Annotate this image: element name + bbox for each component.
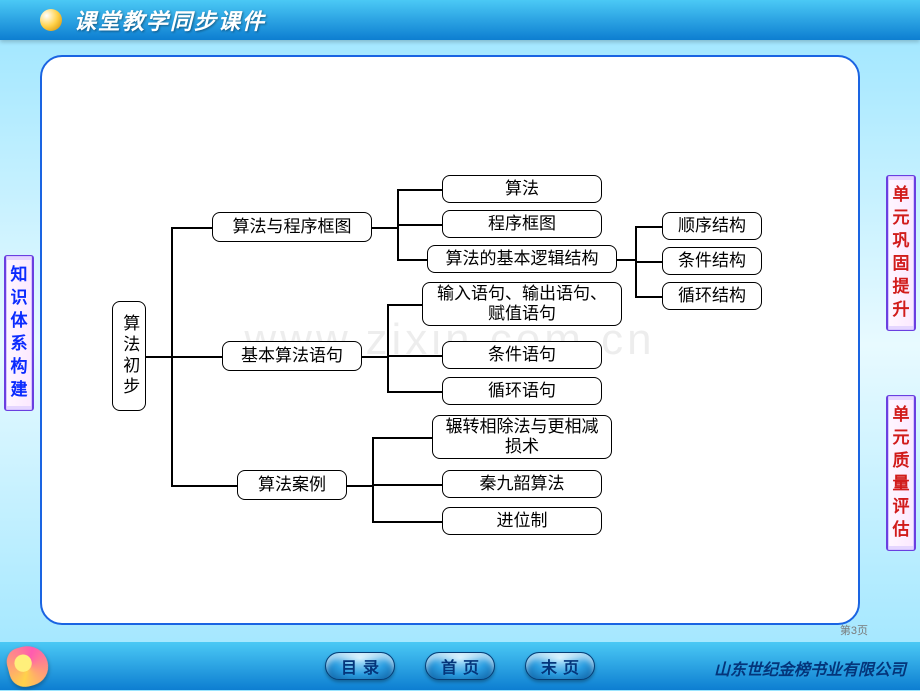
logo-icon bbox=[40, 9, 62, 31]
tree-node: 循环语句 bbox=[442, 377, 602, 405]
right-sidebar-label-2[interactable]: 单元质量评估 bbox=[886, 395, 916, 551]
tree-node: 顺序结构 bbox=[662, 212, 762, 240]
left-sidebar-label[interactable]: 知识体系构建 bbox=[4, 255, 34, 411]
nav-button-last[interactable]: 末页 bbox=[525, 652, 595, 680]
nav-button-toc[interactable]: 目录 bbox=[325, 652, 395, 680]
tree-node: 算法与程序框图 bbox=[212, 212, 372, 242]
tree-node: 秦九韶算法 bbox=[442, 470, 602, 498]
tree-node: 条件语句 bbox=[442, 341, 602, 369]
tree-diagram: 算法初步 算法与程序框图基本算法语句算法案例 算法程序框图算法的基本逻辑结构输入语句… bbox=[42, 57, 858, 623]
tree-node: 算法的基本逻辑结构 bbox=[427, 245, 617, 273]
tree-node: 算法 bbox=[442, 175, 602, 203]
footer-bar: 目录 首页 末页 山东世纪金榜书业有限公司 bbox=[0, 642, 920, 690]
tree-node: 循环结构 bbox=[662, 282, 762, 310]
page-number: 第3页 bbox=[840, 622, 868, 638]
tree-node: 进位制 bbox=[442, 507, 602, 535]
content-card: www.zixin.com.cn 算法初步算法与程序框图基本算法语句算法案例算法… bbox=[40, 55, 860, 625]
nav-button-home[interactable]: 首页 bbox=[425, 652, 495, 680]
tree-node: 基本算法语句 bbox=[222, 341, 362, 371]
header-title: 课堂教学同步课件 bbox=[74, 4, 266, 36]
tree-node: 算法初步 bbox=[112, 301, 146, 411]
header-title-text: 课堂教学同步课件 bbox=[74, 9, 266, 34]
company-name: 山东世纪金榜书业有限公司 bbox=[714, 656, 906, 680]
tree-node: 算法案例 bbox=[237, 470, 347, 500]
tree-node: 条件结构 bbox=[662, 247, 762, 275]
header-bar: 课堂教学同步课件 bbox=[0, 0, 920, 40]
swirl-icon bbox=[4, 642, 53, 691]
tree-node: 辗转相除法与更相减损术 bbox=[432, 415, 612, 459]
right-sidebar-label-1[interactable]: 单元巩固提升 bbox=[886, 175, 916, 331]
tree-node: 输入语句、输出语句、赋值语句 bbox=[422, 282, 622, 326]
tree-node: 程序框图 bbox=[442, 210, 602, 238]
